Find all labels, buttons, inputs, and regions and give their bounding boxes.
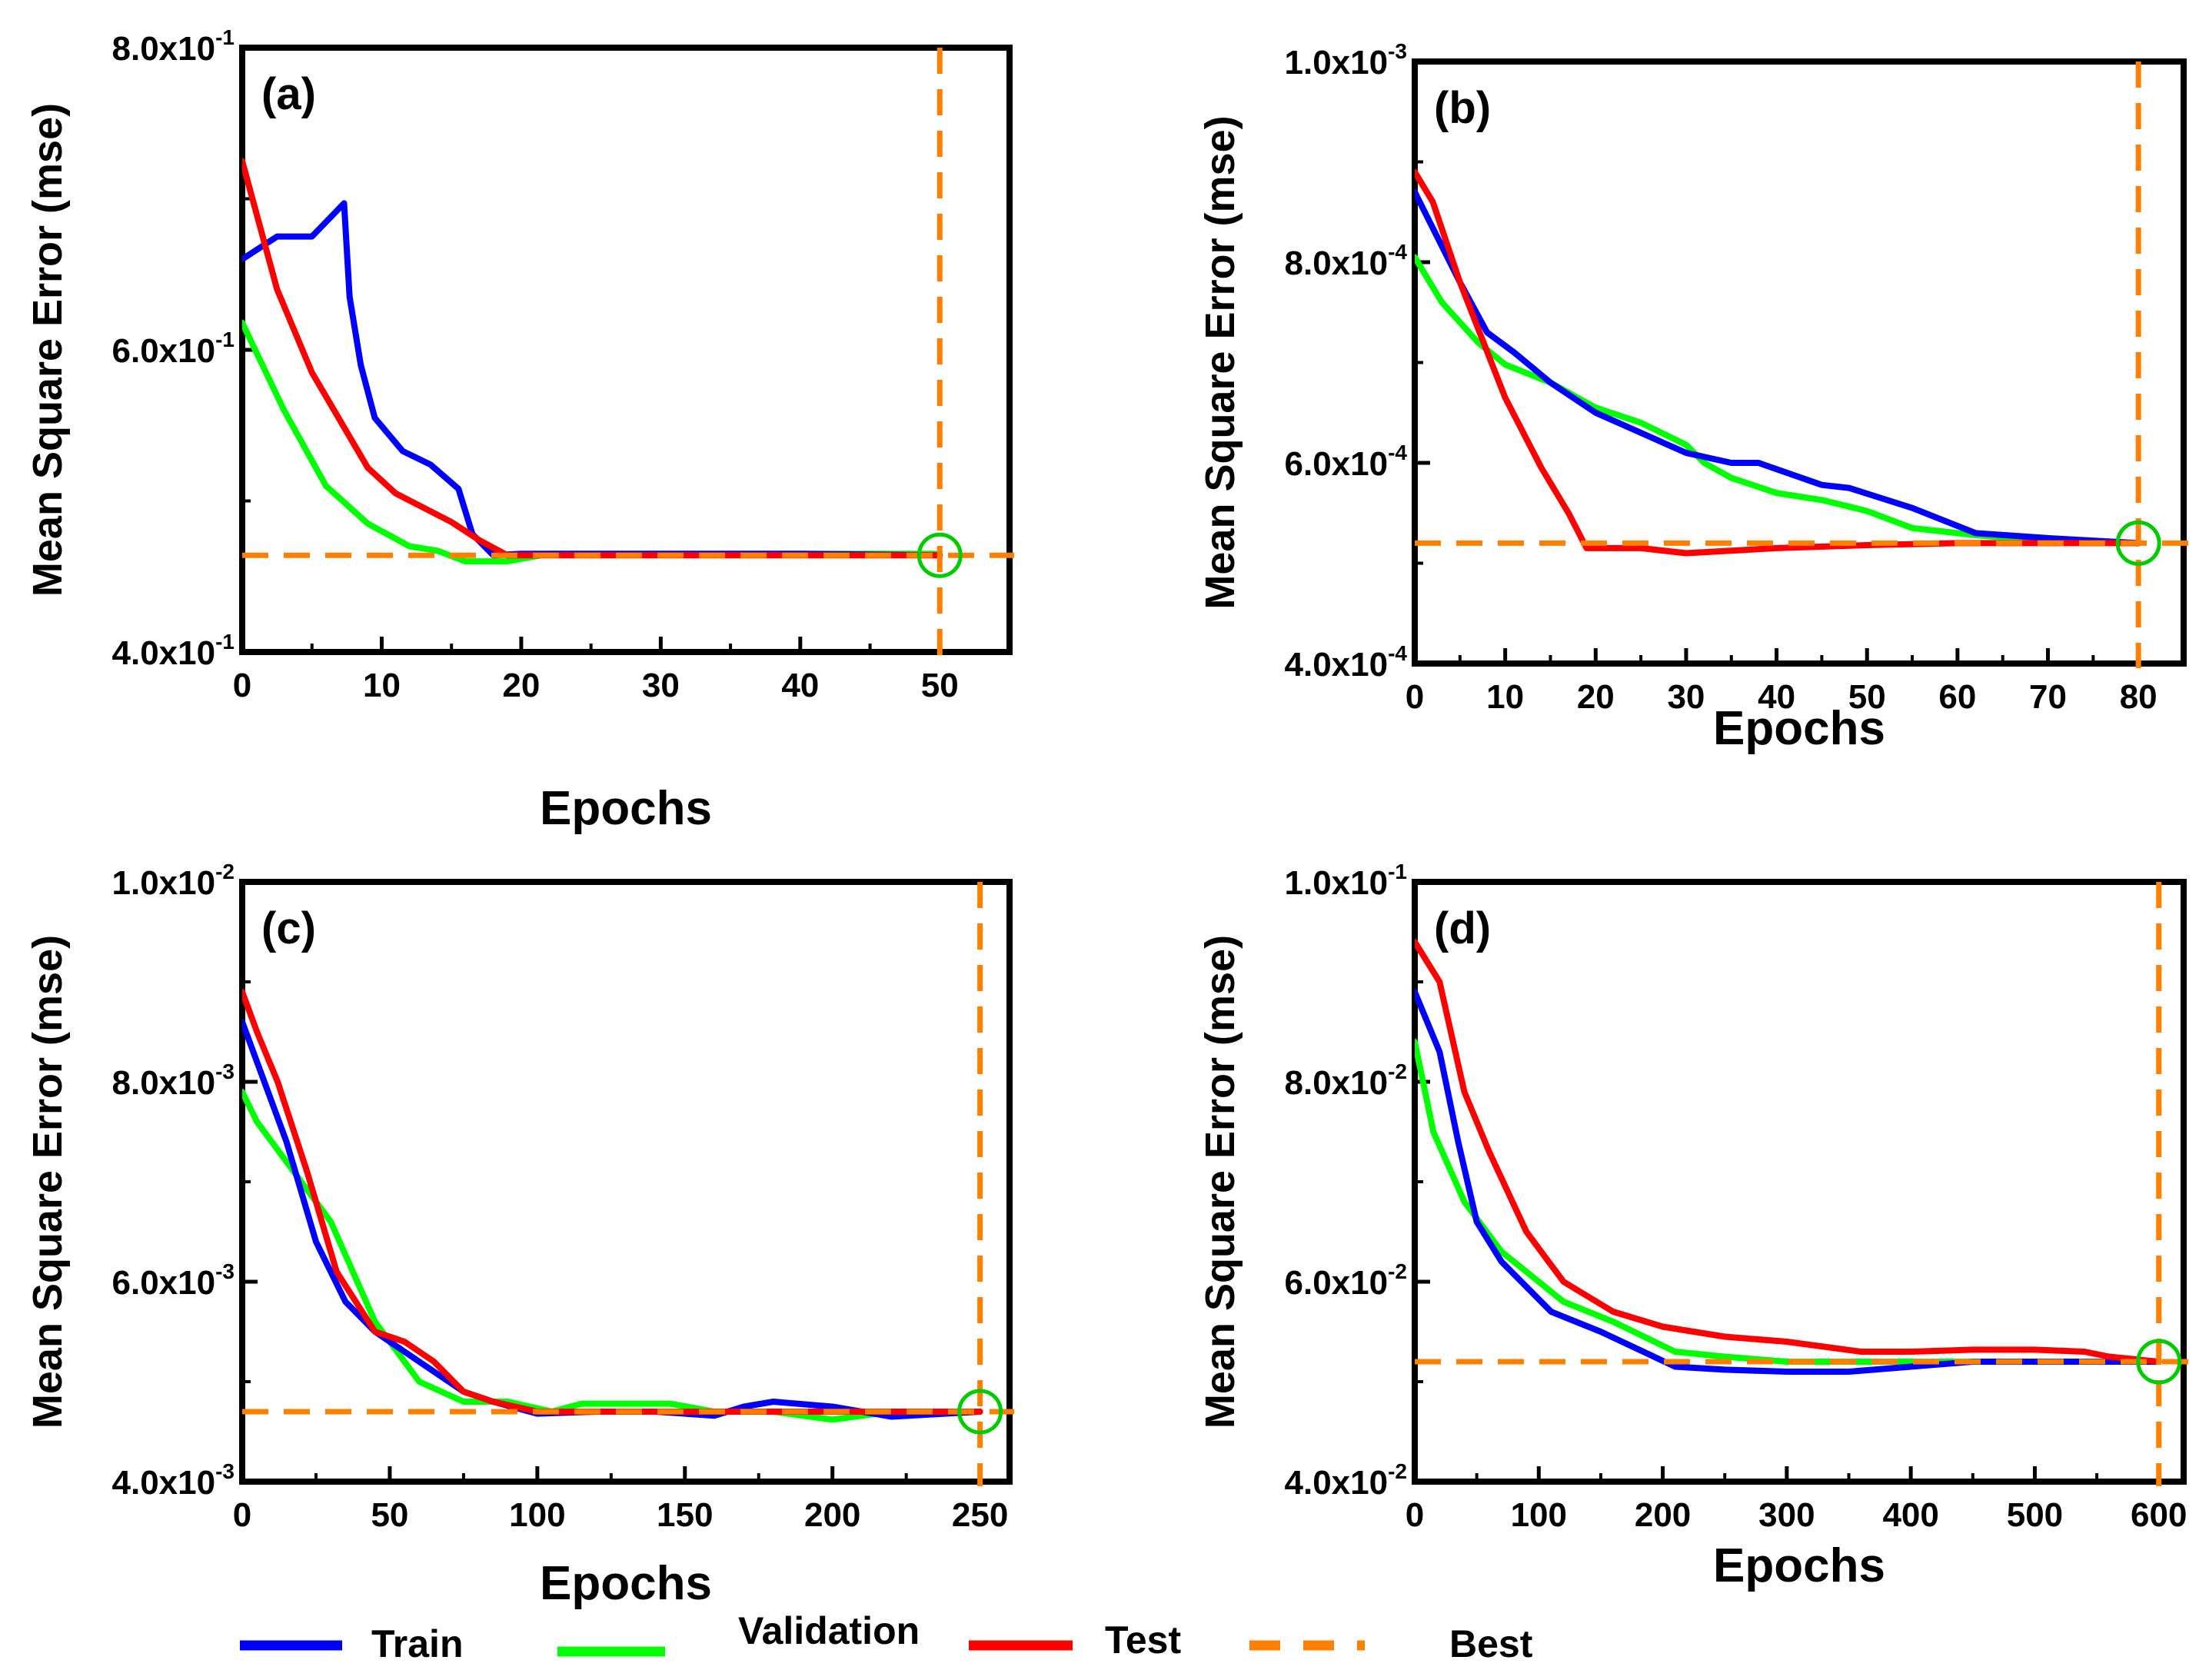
x-tick-label: 0 [233,667,251,704]
panel-label: (a) [261,69,316,119]
series-line-validation [1415,254,2142,547]
x-tick-label: 150 [657,1496,713,1534]
x-tick-label: 0 [1406,678,1424,716]
chart-panel-d: 0 100 200 300 400 500 600 4.0x10-2 6.0x10-2 8.0x1… [1197,860,2188,1592]
panel-label: (d) [1434,903,1491,953]
x-tick-label: 0 [233,1496,251,1534]
y-tick-label: 1.0x10-1 [1285,860,1407,902]
y-tick-label: 8.0x10-1 [112,25,235,68]
y-tick-label: 6.0x10-2 [1285,1259,1407,1302]
y-tick-label: 1.0x10-3 [1285,39,1407,82]
x-axis-label: Epochs [1713,1539,1885,1592]
series-line-train [1415,188,2142,547]
legend-label-test: Test [1105,1618,1181,1662]
best-point-marker [2115,520,2161,566]
series-line-test [1415,939,2162,1365]
data-lines [1415,168,2142,557]
plot-frame [239,879,1013,1485]
x-tick-label: 40 [781,667,819,704]
legend-label-validation: Validation [738,1609,920,1652]
series-line-validation [242,319,943,565]
y-tick-label: 6.0x10-1 [112,328,235,370]
y-tick-label: 1.0x10-2 [112,860,235,902]
x-tick-label: 200 [804,1496,860,1534]
x-tick-label: 50 [1848,678,1886,716]
best-point-marker [2136,1339,2182,1385]
x-tick-label: 20 [502,667,540,704]
x-tick-label: 10 [1486,678,1524,716]
chart-panel-a: 0 10 20 30 40 50 4.0x10-1 6.0x10-1 8.0x10-1 Mean … [25,25,1014,835]
x-tick-label: 40 [1758,678,1795,716]
x-tick-label: 400 [1882,1496,1938,1534]
x-tick-label: 200 [1635,1496,1691,1534]
x-tick-label: 0 [1406,1496,1424,1534]
data-lines [242,989,983,1423]
series-line-validation [1415,1039,2162,1365]
x-tick-label: 250 [952,1496,1008,1534]
panel-label: (b) [1434,83,1491,133]
series-line-test [1415,168,2142,557]
y-axis-label: Mean Square Error (mse) [25,935,71,1429]
x-axis-label: Epochs [540,782,712,835]
series-line-train [1415,989,2162,1375]
panel-label: (c) [261,903,316,953]
x-tick-label: 70 [2029,678,2067,716]
legend-label-best: Best [1449,1622,1533,1665]
legend: Train Validation Test Best [240,1609,1533,1665]
x-tick-label: 30 [1667,678,1705,716]
x-axis-label: Epochs [540,1557,712,1610]
x-tick-label: 100 [509,1496,565,1534]
x-tick-label: 300 [1758,1496,1815,1534]
y-tick-label: 4.0x10-3 [112,1459,235,1502]
data-lines [1415,939,2162,1375]
x-tick-label: 80 [2120,678,2157,716]
plot-frame [1412,879,2187,1485]
best-point-marker [917,532,963,578]
series-line-test [242,989,983,1415]
data-lines [242,158,943,565]
y-tick-label: 4.0x10-2 [1285,1459,1407,1502]
y-tick-label: 4.0x10-4 [1285,641,1408,684]
x-tick-label: 20 [1577,678,1615,716]
x-tick-label: 60 [1938,678,1976,716]
x-tick-label: 500 [2007,1496,2063,1534]
y-tick-label: 8.0x10-3 [112,1060,235,1102]
chart-panel-c: 0 50 100 150 200 250 4.0x10-3 6.0x10-3 8.0x10-3 1… [25,860,1014,1610]
y-axis-label: Mean Square Error (mse) [1197,115,1243,609]
x-tick-label: 50 [921,667,959,704]
series-line-train [242,1019,983,1420]
legend-label-train: Train [371,1622,463,1665]
x-tick-label: 30 [642,667,680,704]
x-tick-label: 50 [371,1496,408,1534]
y-tick-label: 8.0x10-2 [1285,1060,1407,1102]
x-tick-label: 10 [363,667,401,704]
chart-panel-b: 0 10 20 30 40 50 60 70 80 4.0x10-4 6.0x10-4 8.0x10-… [1197,39,2188,755]
x-tick-label: 100 [1511,1496,1567,1534]
y-tick-label: 8.0x10-4 [1285,240,1408,282]
y-axis-label: Mean Square Error (mse) [1197,935,1243,1429]
y-tick-label: 6.0x10-3 [112,1259,235,1302]
x-tick-label: 600 [2131,1496,2187,1534]
best-point-marker [957,1389,1003,1435]
series-line-validation [242,1089,983,1423]
y-tick-label: 4.0x10-1 [112,630,235,672]
y-axis-label: Mean Square Error (mse) [25,103,71,597]
y-tick-label: 6.0x10-4 [1285,441,1408,483]
x-axis-label: Epochs [1713,702,1885,755]
